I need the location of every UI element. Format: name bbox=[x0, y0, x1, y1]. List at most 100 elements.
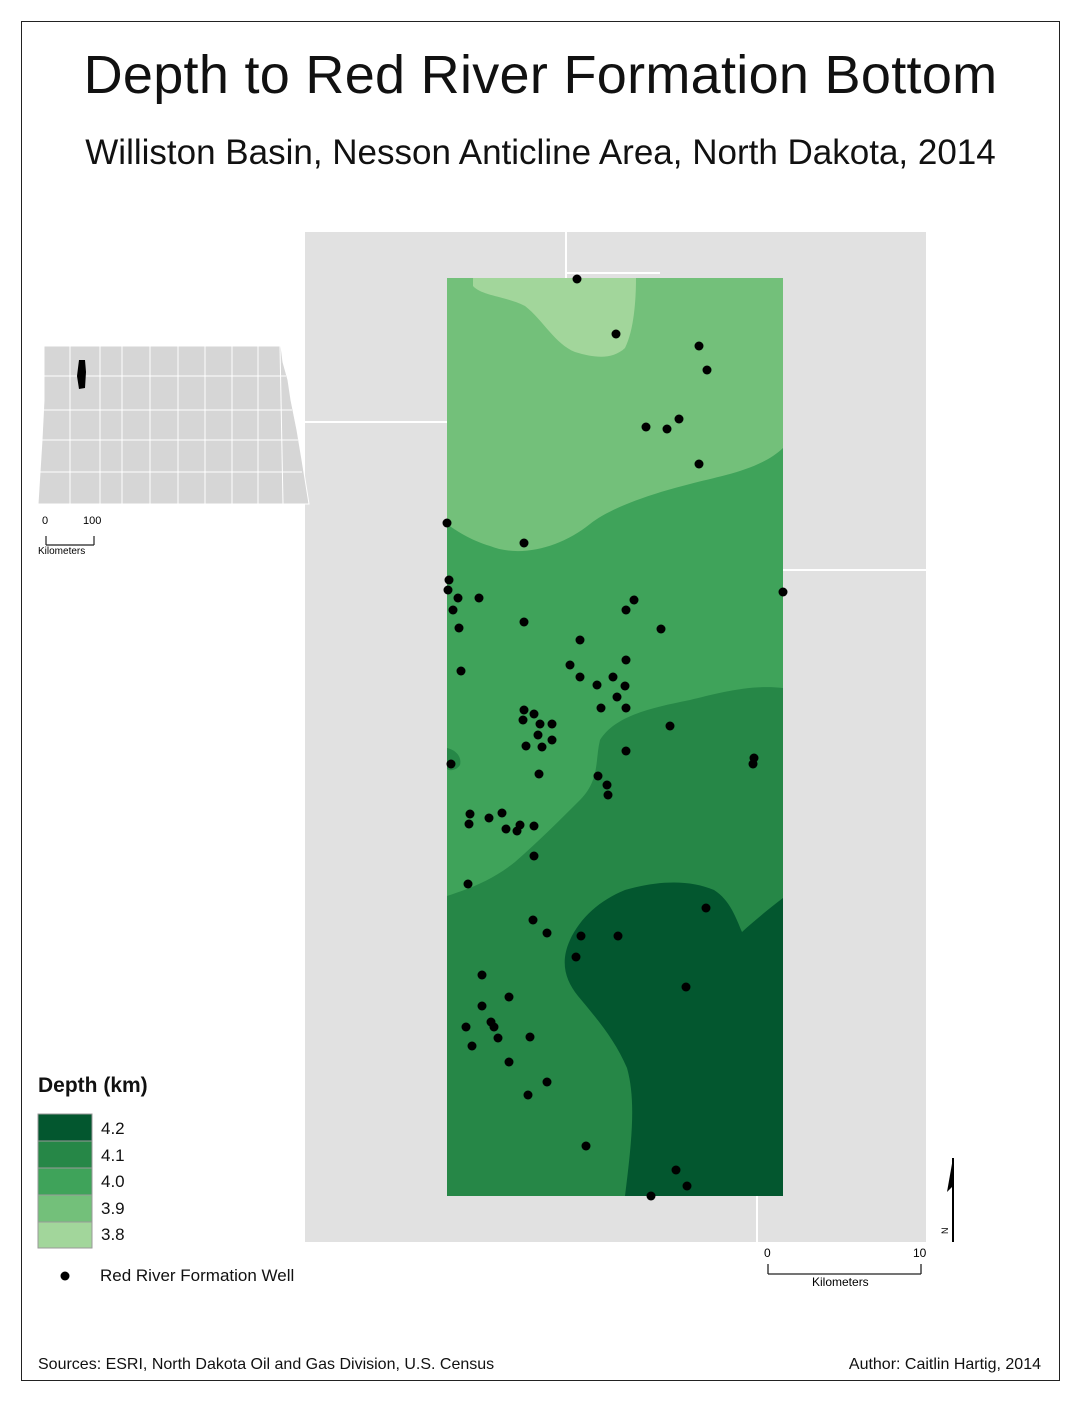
well-point bbox=[497, 808, 507, 818]
well-point bbox=[518, 715, 528, 725]
scale-bar-unit: Kilometers bbox=[812, 1275, 869, 1289]
well-point bbox=[444, 575, 454, 585]
legend-label-4.1: 4.1 bbox=[101, 1146, 125, 1165]
legend-well-label: Red River Formation Well bbox=[100, 1266, 295, 1285]
well-point bbox=[484, 813, 494, 823]
well-point bbox=[778, 587, 788, 597]
well-point bbox=[493, 1033, 503, 1043]
well-point bbox=[534, 769, 544, 779]
map-title: Depth to Red River Formation Bottom bbox=[83, 45, 998, 105]
scale-bar-end: 10 bbox=[913, 1246, 927, 1260]
well-point bbox=[461, 1022, 471, 1032]
well-point bbox=[671, 1165, 681, 1175]
well-point bbox=[621, 655, 631, 665]
well-point bbox=[529, 821, 539, 831]
inset-map: 0 100 Kilometers bbox=[37, 345, 310, 557]
legend-title: Depth (km) bbox=[38, 1074, 148, 1097]
county-boundaries bbox=[305, 232, 926, 1242]
well-point bbox=[656, 624, 666, 634]
well-point bbox=[665, 721, 675, 731]
well-point bbox=[576, 931, 586, 941]
well-point bbox=[442, 518, 452, 528]
well-point bbox=[512, 826, 522, 836]
well-point bbox=[519, 617, 529, 627]
well-point bbox=[529, 709, 539, 719]
well-point bbox=[463, 879, 473, 889]
well-point bbox=[621, 703, 631, 713]
well-point bbox=[467, 1041, 477, 1051]
legend-swatch-4.0 bbox=[37, 1167, 93, 1196]
well-point bbox=[593, 771, 603, 781]
north-arrow-letter: N bbox=[940, 1228, 950, 1235]
legend-swatch-3.9 bbox=[37, 1194, 93, 1223]
well-point bbox=[501, 824, 511, 834]
well-point bbox=[454, 623, 464, 633]
north-arrow: N bbox=[940, 1158, 954, 1242]
well-point bbox=[621, 605, 631, 615]
legend-well-symbol bbox=[60, 1271, 70, 1281]
inset-scale-bar bbox=[45, 536, 95, 546]
well-point bbox=[641, 422, 651, 432]
well-point bbox=[519, 538, 529, 548]
well-point bbox=[682, 1181, 692, 1191]
wells-layer bbox=[442, 274, 788, 1201]
well-point bbox=[504, 992, 514, 1002]
well-point bbox=[453, 593, 463, 603]
well-point bbox=[620, 681, 630, 691]
well-point bbox=[613, 931, 623, 941]
scale-bar bbox=[767, 1264, 922, 1275]
well-point bbox=[448, 605, 458, 615]
sources-credit: Sources: ESRI, North Dakota Oil and Gas … bbox=[38, 1356, 495, 1373]
inset-scale-unit: Kilometers bbox=[38, 546, 85, 557]
well-point bbox=[681, 982, 691, 992]
well-point bbox=[464, 819, 474, 829]
well-point bbox=[602, 780, 612, 790]
well-point bbox=[596, 703, 606, 713]
well-point bbox=[748, 759, 758, 769]
well-point bbox=[523, 1090, 533, 1100]
well-point bbox=[533, 730, 543, 740]
legend-label-4.0: 4.0 bbox=[101, 1172, 125, 1191]
well-point bbox=[529, 851, 539, 861]
well-point bbox=[542, 1077, 552, 1087]
well-point bbox=[547, 719, 557, 729]
study-area-marker bbox=[77, 360, 86, 389]
north-dakota-outline bbox=[37, 345, 310, 505]
well-point bbox=[477, 1001, 487, 1011]
well-point bbox=[581, 1141, 591, 1151]
well-point bbox=[611, 329, 621, 339]
legend-swatch-4.2 bbox=[37, 1113, 93, 1142]
well-point bbox=[608, 672, 618, 682]
well-point bbox=[662, 424, 672, 434]
zone-4.2 bbox=[564, 882, 783, 1196]
well-point bbox=[612, 692, 622, 702]
well-point bbox=[621, 746, 631, 756]
well-point bbox=[465, 809, 475, 819]
map-subtitle: Williston Basin, Nesson Anticline Area, … bbox=[85, 133, 996, 172]
legend-label-3.8: 3.8 bbox=[101, 1225, 125, 1244]
well-point bbox=[477, 970, 487, 980]
well-point bbox=[572, 274, 582, 284]
legend-swatch-4.1 bbox=[37, 1140, 93, 1169]
well-point bbox=[674, 414, 684, 424]
depth-raster bbox=[447, 278, 783, 1196]
well-point bbox=[629, 595, 639, 605]
inset-scale-start: 0 bbox=[42, 515, 48, 527]
legend-label-4.2: 4.2 bbox=[101, 1119, 125, 1138]
well-point bbox=[702, 365, 712, 375]
well-point bbox=[603, 790, 613, 800]
well-point bbox=[565, 660, 575, 670]
map-frame bbox=[21, 21, 1060, 1381]
well-point bbox=[694, 459, 704, 469]
zone-3.8 bbox=[473, 278, 636, 357]
well-point bbox=[443, 585, 453, 595]
well-point bbox=[535, 719, 545, 729]
well-point bbox=[575, 635, 585, 645]
well-point bbox=[446, 759, 456, 769]
well-point bbox=[504, 1057, 514, 1067]
well-point bbox=[528, 915, 538, 925]
well-point bbox=[701, 903, 711, 913]
scale-bar-start: 0 bbox=[764, 1246, 771, 1260]
well-point bbox=[521, 741, 531, 751]
